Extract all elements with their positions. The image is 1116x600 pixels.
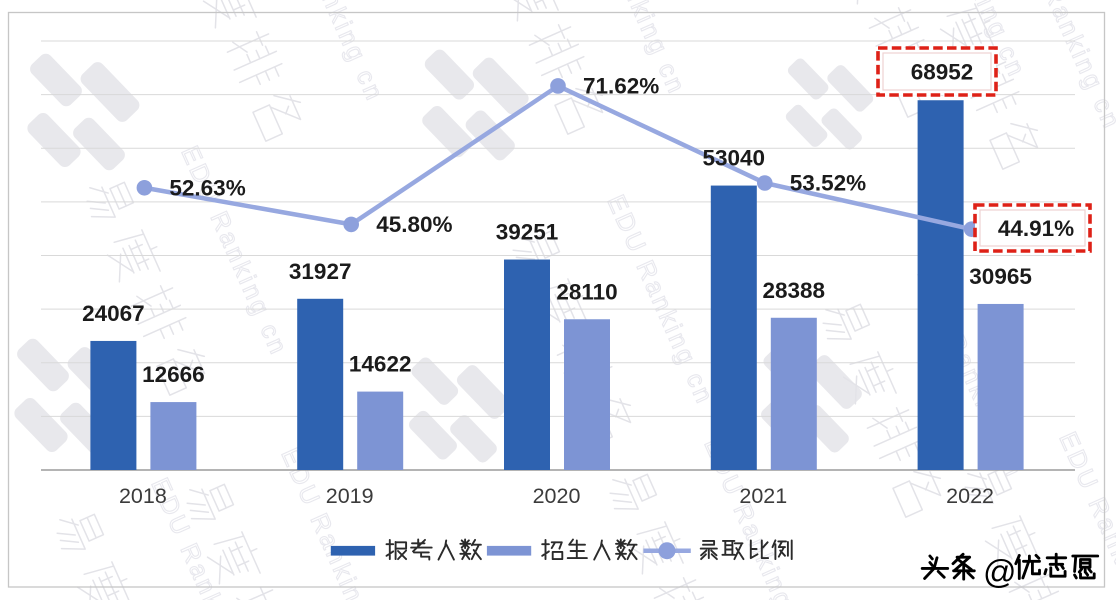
svg-text:@: @ — [983, 553, 1017, 590]
svg-text:28110: 28110 — [556, 279, 617, 304]
svg-text:2021: 2021 — [739, 484, 787, 508]
svg-text:53.52%: 53.52% — [790, 171, 866, 196]
svg-text:71.62%: 71.62% — [583, 73, 659, 98]
svg-text:44.91%: 44.91% — [998, 216, 1074, 241]
svg-text:39251: 39251 — [496, 220, 559, 245]
svg-text:28388: 28388 — [763, 278, 826, 303]
svg-text:24067: 24067 — [82, 301, 145, 326]
svg-text:30965: 30965 — [969, 264, 1032, 289]
svg-text:68952: 68952 — [911, 60, 974, 85]
svg-text:2022: 2022 — [946, 484, 994, 508]
svg-text:12666: 12666 — [142, 362, 205, 387]
svg-text:45.80%: 45.80% — [376, 212, 452, 237]
svg-text:31927: 31927 — [289, 259, 352, 284]
svg-text:2018: 2018 — [119, 484, 167, 508]
svg-text:52.63%: 52.63% — [169, 175, 245, 200]
svg-text:53040: 53040 — [703, 146, 766, 171]
svg-text:14622: 14622 — [349, 352, 412, 377]
svg-text:2019: 2019 — [326, 484, 374, 508]
svg-text:2020: 2020 — [533, 484, 581, 508]
